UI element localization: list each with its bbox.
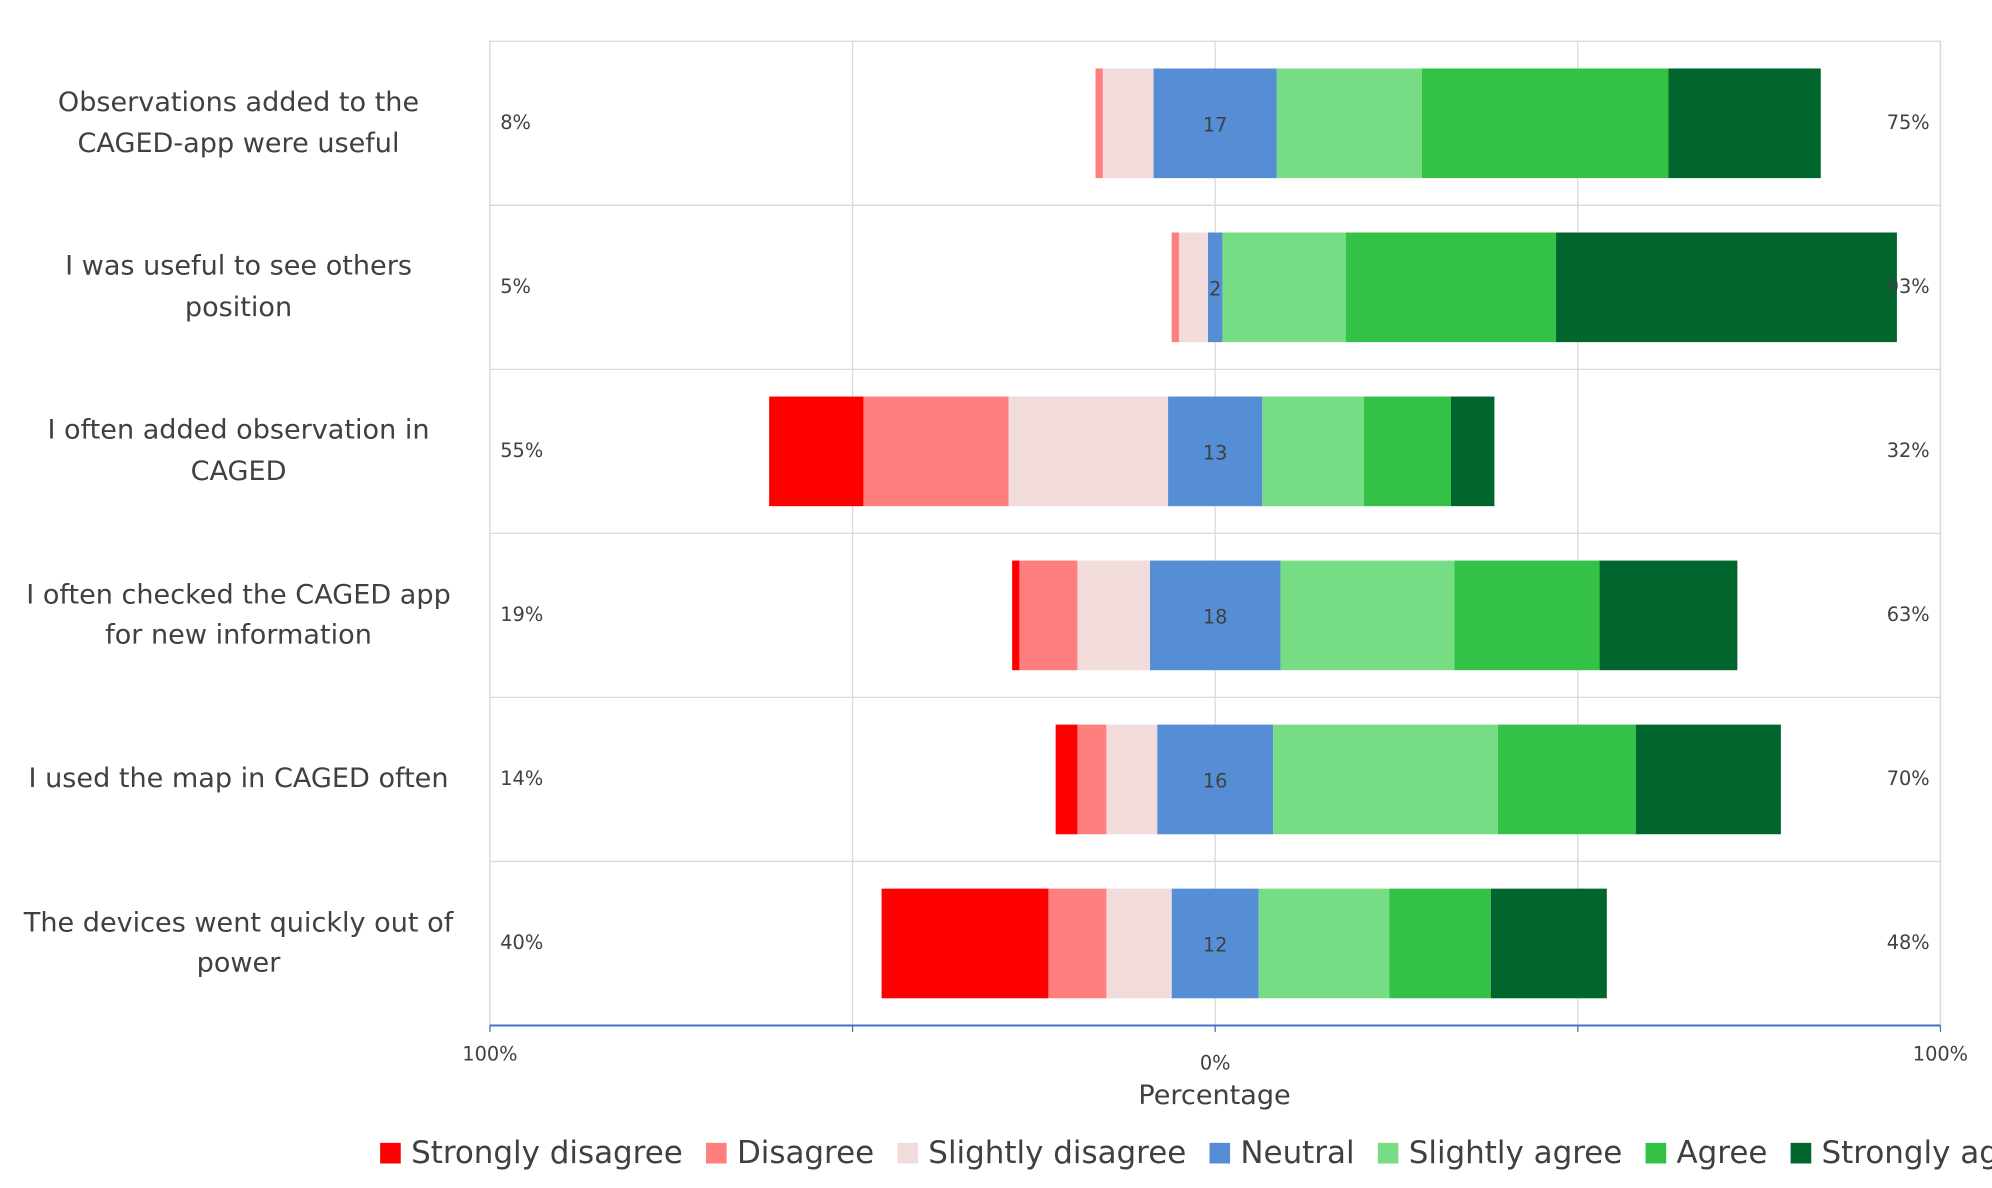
bar-segment (1421, 68, 1669, 179)
bar-segment (769, 396, 864, 507)
negative-total-label: 40% (500, 931, 543, 954)
x-tick-label: 100% (1913, 1043, 1968, 1066)
bar-segment (1207, 232, 1223, 343)
positive-total-label: 48% (1887, 931, 1930, 954)
category-label-box: I was useful to see others position (65, 250, 412, 323)
x-axis-label: Percentage (1138, 1080, 1290, 1111)
y-tick-label: I was useful to see others position (65, 250, 412, 323)
bar-segment (1106, 888, 1172, 999)
category-label-box: I often added observation in CAGED (47, 414, 430, 487)
y-tick-label: I often added observation in CAGED (47, 414, 430, 487)
legend-label: Disagree (737, 1135, 874, 1171)
bar-segment (1171, 232, 1179, 343)
bar-segment (1153, 68, 1277, 179)
legend-label: Slightly disagree (928, 1135, 1186, 1171)
legend-swatch (1645, 1142, 1667, 1164)
x-tick-label: 100% (462, 1043, 517, 1066)
x-tick-label: 0% (1200, 1052, 1231, 1075)
legend-label: Agree (1677, 1135, 1768, 1171)
y-tick-label: Observations added to the CAGED-app were… (57, 86, 420, 159)
legend-label: Strongly disagree (411, 1135, 683, 1171)
bar-segment (1454, 560, 1600, 671)
legend-swatch (380, 1142, 401, 1164)
bar-segment (1055, 724, 1078, 835)
bar-segment (1635, 724, 1781, 835)
bar-segment (1556, 232, 1897, 343)
positive-total-label: 63% (1887, 603, 1930, 626)
bar-segment (1389, 888, 1491, 999)
category-label-box: Observations added to the CAGED-app were… (57, 86, 420, 159)
legend-swatch (1790, 1142, 1812, 1164)
bar-segment (1668, 68, 1821, 179)
data-label: 17 (1203, 113, 1228, 136)
bar-segment (1157, 724, 1274, 835)
bar-segment (1599, 560, 1738, 671)
legend-swatch (1209, 1142, 1231, 1164)
bar-segment (1363, 396, 1451, 507)
negative-total-label: 8% (500, 111, 531, 134)
positive-total-label: 70% (1887, 767, 1930, 790)
bar-segment (1077, 724, 1107, 835)
y-tick-label: The devices went quickly out of power (23, 906, 454, 979)
bar-segment (1149, 560, 1281, 671)
bar-segment (1450, 396, 1495, 507)
negative-total-label: 19% (500, 603, 543, 626)
data-label: 13 (1203, 441, 1228, 464)
positive-total-label: 32% (1887, 439, 1930, 462)
bar-segment (1012, 560, 1020, 671)
legend-swatch (1377, 1142, 1399, 1164)
category-label-box: I often checked the CAGED app for new in… (26, 578, 451, 651)
legend-swatch (897, 1142, 919, 1164)
bar-segment (1102, 68, 1154, 179)
category-label-box: The devices went quickly out of power (23, 906, 454, 979)
bar-segment (1490, 888, 1607, 999)
legend-swatch (706, 1142, 727, 1164)
legend-label: Slightly agree (1409, 1135, 1623, 1171)
positive-total-label: 93% (1887, 275, 1930, 298)
legend: Strongly disagree Disagree Slightly disagr… (380, 1135, 1992, 1171)
bar-segment (1178, 232, 1208, 343)
data-label: 12 (1203, 934, 1228, 957)
data-label: 18 (1203, 605, 1228, 628)
positive-total-label: 75% (1887, 111, 1930, 134)
negative-total-label: 14% (500, 767, 543, 790)
y-tick-label: I used the map in CAGED often (28, 762, 449, 794)
bar-segment (1222, 232, 1346, 343)
bar-segment (1008, 396, 1169, 507)
bar-segment (881, 888, 1049, 999)
legend-label: Strongly agree (1822, 1135, 1992, 1171)
bar-segment (1345, 232, 1557, 343)
bar-segment (1048, 888, 1107, 999)
bar-segment (1095, 68, 1103, 179)
data-label: 16 (1203, 770, 1228, 793)
bar-segment (1258, 888, 1390, 999)
negative-total-label: 5% (500, 275, 531, 298)
bar-segment (1168, 396, 1263, 507)
bar-segment (1276, 68, 1422, 179)
bar-segment (1019, 560, 1078, 671)
bar-segment (1106, 724, 1158, 835)
bar-segment (863, 396, 1009, 507)
bar-segment (1498, 724, 1636, 835)
y-tick-label: I often checked the CAGED app for new in… (26, 578, 451, 651)
bar-segment (1280, 560, 1455, 671)
data-label: 2 (1209, 277, 1221, 300)
category-label-box: I used the map in CAGED often (28, 762, 449, 794)
bar-segment (1262, 396, 1364, 507)
bar-segment (1273, 724, 1499, 835)
legend-label: Neutral (1240, 1135, 1354, 1171)
bar-segment (1171, 888, 1259, 999)
bar-segment (1077, 560, 1150, 671)
negative-total-label: 55% (500, 439, 543, 462)
